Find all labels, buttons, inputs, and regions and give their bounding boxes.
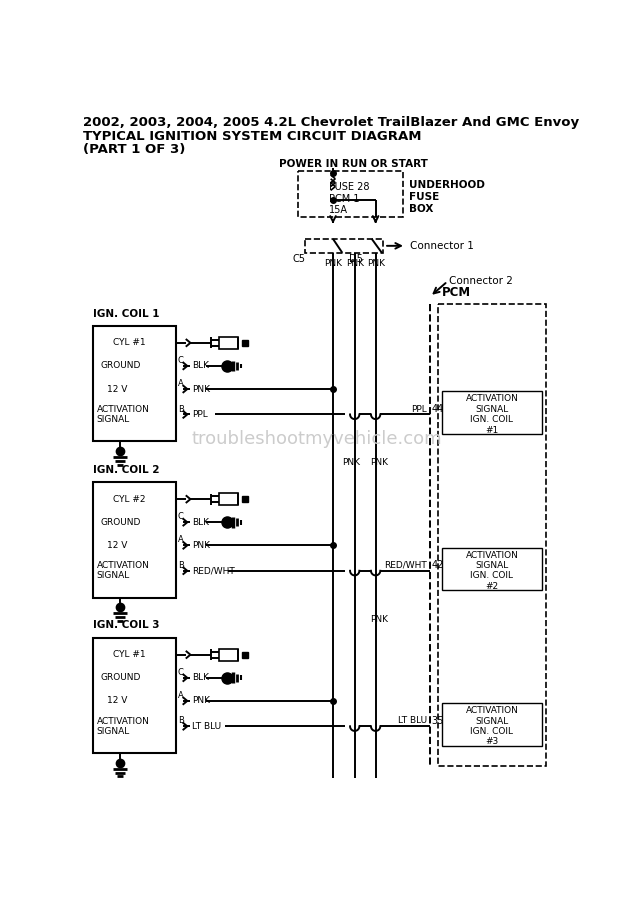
Text: 2002, 2003, 2004, 2005 4.2L Chevrolet TrailBlazer And GMC Envoy: 2002, 2003, 2004, 2005 4.2L Chevrolet Tr… [83,116,580,129]
Text: IGN. COIL 2: IGN. COIL 2 [93,465,159,475]
Text: ACTIVATION
SIGNAL: ACTIVATION SIGNAL [96,561,150,581]
Text: RED/WHT: RED/WHT [384,561,427,570]
Text: PNK: PNK [366,259,384,268]
Bar [441,548,542,590]
Text: GROUND: GROUND [101,673,141,682]
Bar [298,171,403,217]
Text: BLK: BLK [192,362,209,371]
Text: 42: 42 [431,561,444,571]
Text: C: C [178,668,184,677]
Text: RED/WHT: RED/WHT [192,566,235,575]
Text: PNK: PNK [371,458,389,467]
Text: TYPICAL IGNITION SYSTEM CIRCUIT DIAGRAM: TYPICAL IGNITION SYSTEM CIRCUIT DIAGRAM [83,130,422,142]
Text: 12 V: 12 V [107,541,127,550]
Text: ACTIVATION
SIGNAL: ACTIVATION SIGNAL [96,716,150,736]
Text: PNK: PNK [371,615,389,624]
Text: PPL: PPL [411,405,427,414]
Text: CYL #1: CYL #1 [113,650,145,659]
Bar [305,238,383,253]
Bar [219,337,239,349]
Text: LT BLU: LT BLU [397,716,427,725]
Text: GROUND: GROUND [101,518,141,526]
Text: PNK: PNK [345,259,364,268]
Text: PPL: PPL [192,410,208,419]
Text: ACTIVATION
SIGNAL
IGN. COIL
#2: ACTIVATION SIGNAL IGN. COIL #2 [465,551,519,591]
Text: PCM: PCM [441,286,471,300]
Text: A: A [178,691,184,700]
Text: 12 V: 12 V [107,384,127,393]
Text: BLK: BLK [192,518,209,526]
Text: 35: 35 [431,716,444,726]
Text: 44: 44 [431,404,444,414]
Text: BLK: BLK [192,673,209,682]
Text: PNK: PNK [192,384,210,393]
Text: LT BLU: LT BLU [192,722,221,731]
Text: CYL #2: CYL #2 [113,495,145,504]
Bar [219,649,239,661]
Text: PNK: PNK [192,697,210,706]
Text: C5: C5 [293,255,306,265]
Text: PNK: PNK [324,259,342,268]
Text: D5: D5 [349,255,362,265]
Text: B: B [178,716,184,725]
Bar [441,703,542,745]
Text: CYL #1: CYL #1 [113,338,145,347]
Bar [441,392,542,434]
Text: GROUND: GROUND [101,362,141,371]
Text: troubleshootmyvehicle.com: troubleshootmyvehicle.com [192,430,442,448]
Text: PNK: PNK [342,458,360,467]
Text: ACTIVATION
SIGNAL
IGN. COIL
#3: ACTIVATION SIGNAL IGN. COIL #3 [465,706,519,746]
Text: IGN. COIL 1: IGN. COIL 1 [93,309,159,319]
Text: ACTIVATION
SIGNAL
IGN. COIL
#1: ACTIVATION SIGNAL IGN. COIL #1 [465,394,519,435]
Text: A: A [178,536,184,544]
Text: POWER IN RUN OR START: POWER IN RUN OR START [279,159,428,169]
Text: IGN. COIL 3: IGN. COIL 3 [93,620,159,630]
Text: UNDERHOOD
FUSE
BOX: UNDERHOOD FUSE BOX [409,180,485,213]
Text: Connector 2: Connector 2 [449,276,513,286]
Text: C: C [178,512,184,521]
Text: A: A [178,379,184,388]
Bar [93,326,177,441]
Text: B: B [178,561,184,570]
Text: 12 V: 12 V [107,697,127,706]
Text: C: C [178,356,184,365]
Text: FUSE 28
PCM 1
15A: FUSE 28 PCM 1 15A [329,182,370,215]
Bar [93,482,177,598]
Text: Connector 1: Connector 1 [410,241,473,251]
Text: ACTIVATION
SIGNAL: ACTIVATION SIGNAL [96,405,150,424]
Bar [93,638,177,753]
Text: (PART 1 OF 3): (PART 1 OF 3) [83,143,186,157]
Bar [219,493,239,505]
Bar [438,304,546,767]
Text: B: B [178,405,184,414]
Text: PNK: PNK [192,541,210,550]
